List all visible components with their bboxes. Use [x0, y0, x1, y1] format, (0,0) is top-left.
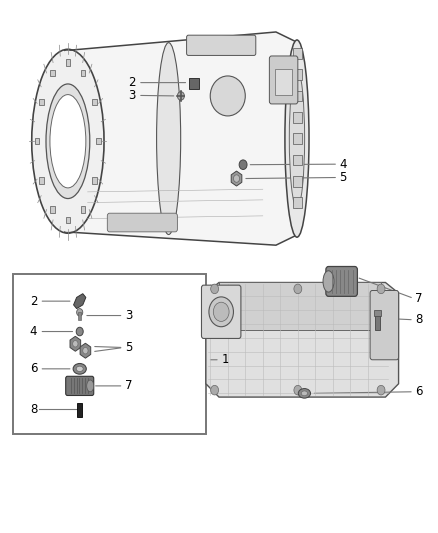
Text: 3: 3: [125, 309, 132, 322]
FancyBboxPatch shape: [81, 70, 85, 76]
FancyBboxPatch shape: [39, 177, 43, 184]
Ellipse shape: [301, 391, 307, 395]
Circle shape: [294, 385, 302, 395]
Text: 7: 7: [125, 379, 132, 392]
Ellipse shape: [323, 271, 334, 292]
Text: 7: 7: [415, 292, 423, 305]
Polygon shape: [74, 294, 86, 309]
FancyBboxPatch shape: [269, 56, 298, 104]
Text: 8: 8: [415, 313, 423, 326]
Text: 8: 8: [30, 403, 37, 416]
Circle shape: [77, 309, 83, 316]
FancyBboxPatch shape: [81, 206, 85, 213]
Bar: [293, 48, 302, 59]
Text: 3: 3: [128, 89, 136, 102]
Circle shape: [211, 284, 219, 294]
Circle shape: [294, 284, 302, 294]
Bar: [375, 314, 380, 330]
Ellipse shape: [289, 69, 305, 208]
FancyBboxPatch shape: [39, 99, 43, 105]
Polygon shape: [219, 282, 381, 330]
Text: 4: 4: [339, 158, 347, 171]
FancyBboxPatch shape: [92, 177, 97, 184]
Text: 5: 5: [339, 171, 347, 184]
Ellipse shape: [50, 95, 86, 188]
Circle shape: [76, 327, 83, 336]
Bar: [293, 155, 302, 165]
Bar: [13, 274, 206, 434]
Ellipse shape: [73, 364, 86, 374]
Text: 4: 4: [30, 325, 37, 338]
Polygon shape: [206, 282, 399, 397]
Ellipse shape: [76, 366, 83, 372]
FancyBboxPatch shape: [107, 213, 177, 232]
FancyBboxPatch shape: [370, 290, 399, 360]
Circle shape: [233, 175, 240, 182]
FancyBboxPatch shape: [66, 59, 70, 66]
Circle shape: [83, 348, 88, 354]
Polygon shape: [80, 343, 91, 358]
Text: 1: 1: [221, 353, 229, 366]
Bar: [293, 69, 302, 80]
FancyBboxPatch shape: [92, 99, 97, 105]
Text: 2: 2: [128, 76, 136, 89]
FancyBboxPatch shape: [66, 376, 94, 395]
Circle shape: [213, 302, 229, 321]
FancyBboxPatch shape: [50, 206, 55, 213]
Ellipse shape: [210, 76, 245, 116]
Text: 2: 2: [30, 295, 37, 308]
Text: 6: 6: [415, 385, 423, 398]
FancyBboxPatch shape: [66, 217, 70, 223]
Ellipse shape: [46, 84, 90, 199]
Circle shape: [211, 385, 219, 395]
Circle shape: [377, 385, 385, 395]
Ellipse shape: [87, 380, 94, 392]
Bar: [374, 310, 381, 316]
Polygon shape: [65, 32, 298, 245]
Bar: [78, 312, 81, 320]
Bar: [293, 176, 302, 187]
Circle shape: [73, 341, 78, 347]
Ellipse shape: [285, 40, 309, 237]
Circle shape: [177, 92, 184, 100]
FancyBboxPatch shape: [187, 35, 256, 55]
FancyBboxPatch shape: [326, 266, 357, 296]
FancyBboxPatch shape: [35, 138, 39, 144]
FancyBboxPatch shape: [201, 285, 241, 338]
Bar: [189, 78, 199, 89]
FancyBboxPatch shape: [50, 70, 55, 76]
Bar: [293, 197, 302, 208]
Polygon shape: [70, 336, 81, 351]
Text: 5: 5: [125, 341, 132, 354]
Circle shape: [239, 160, 247, 169]
FancyBboxPatch shape: [96, 138, 101, 144]
Bar: [293, 91, 302, 101]
Bar: [275, 69, 292, 95]
Text: 6: 6: [30, 362, 37, 375]
Bar: [293, 133, 302, 144]
Polygon shape: [231, 171, 242, 186]
Ellipse shape: [298, 389, 311, 398]
Ellipse shape: [157, 43, 180, 235]
Bar: [293, 112, 302, 123]
Bar: [77, 403, 82, 417]
Bar: [13, 24, 320, 237]
Ellipse shape: [33, 51, 103, 232]
Circle shape: [209, 297, 233, 327]
Circle shape: [377, 284, 385, 294]
